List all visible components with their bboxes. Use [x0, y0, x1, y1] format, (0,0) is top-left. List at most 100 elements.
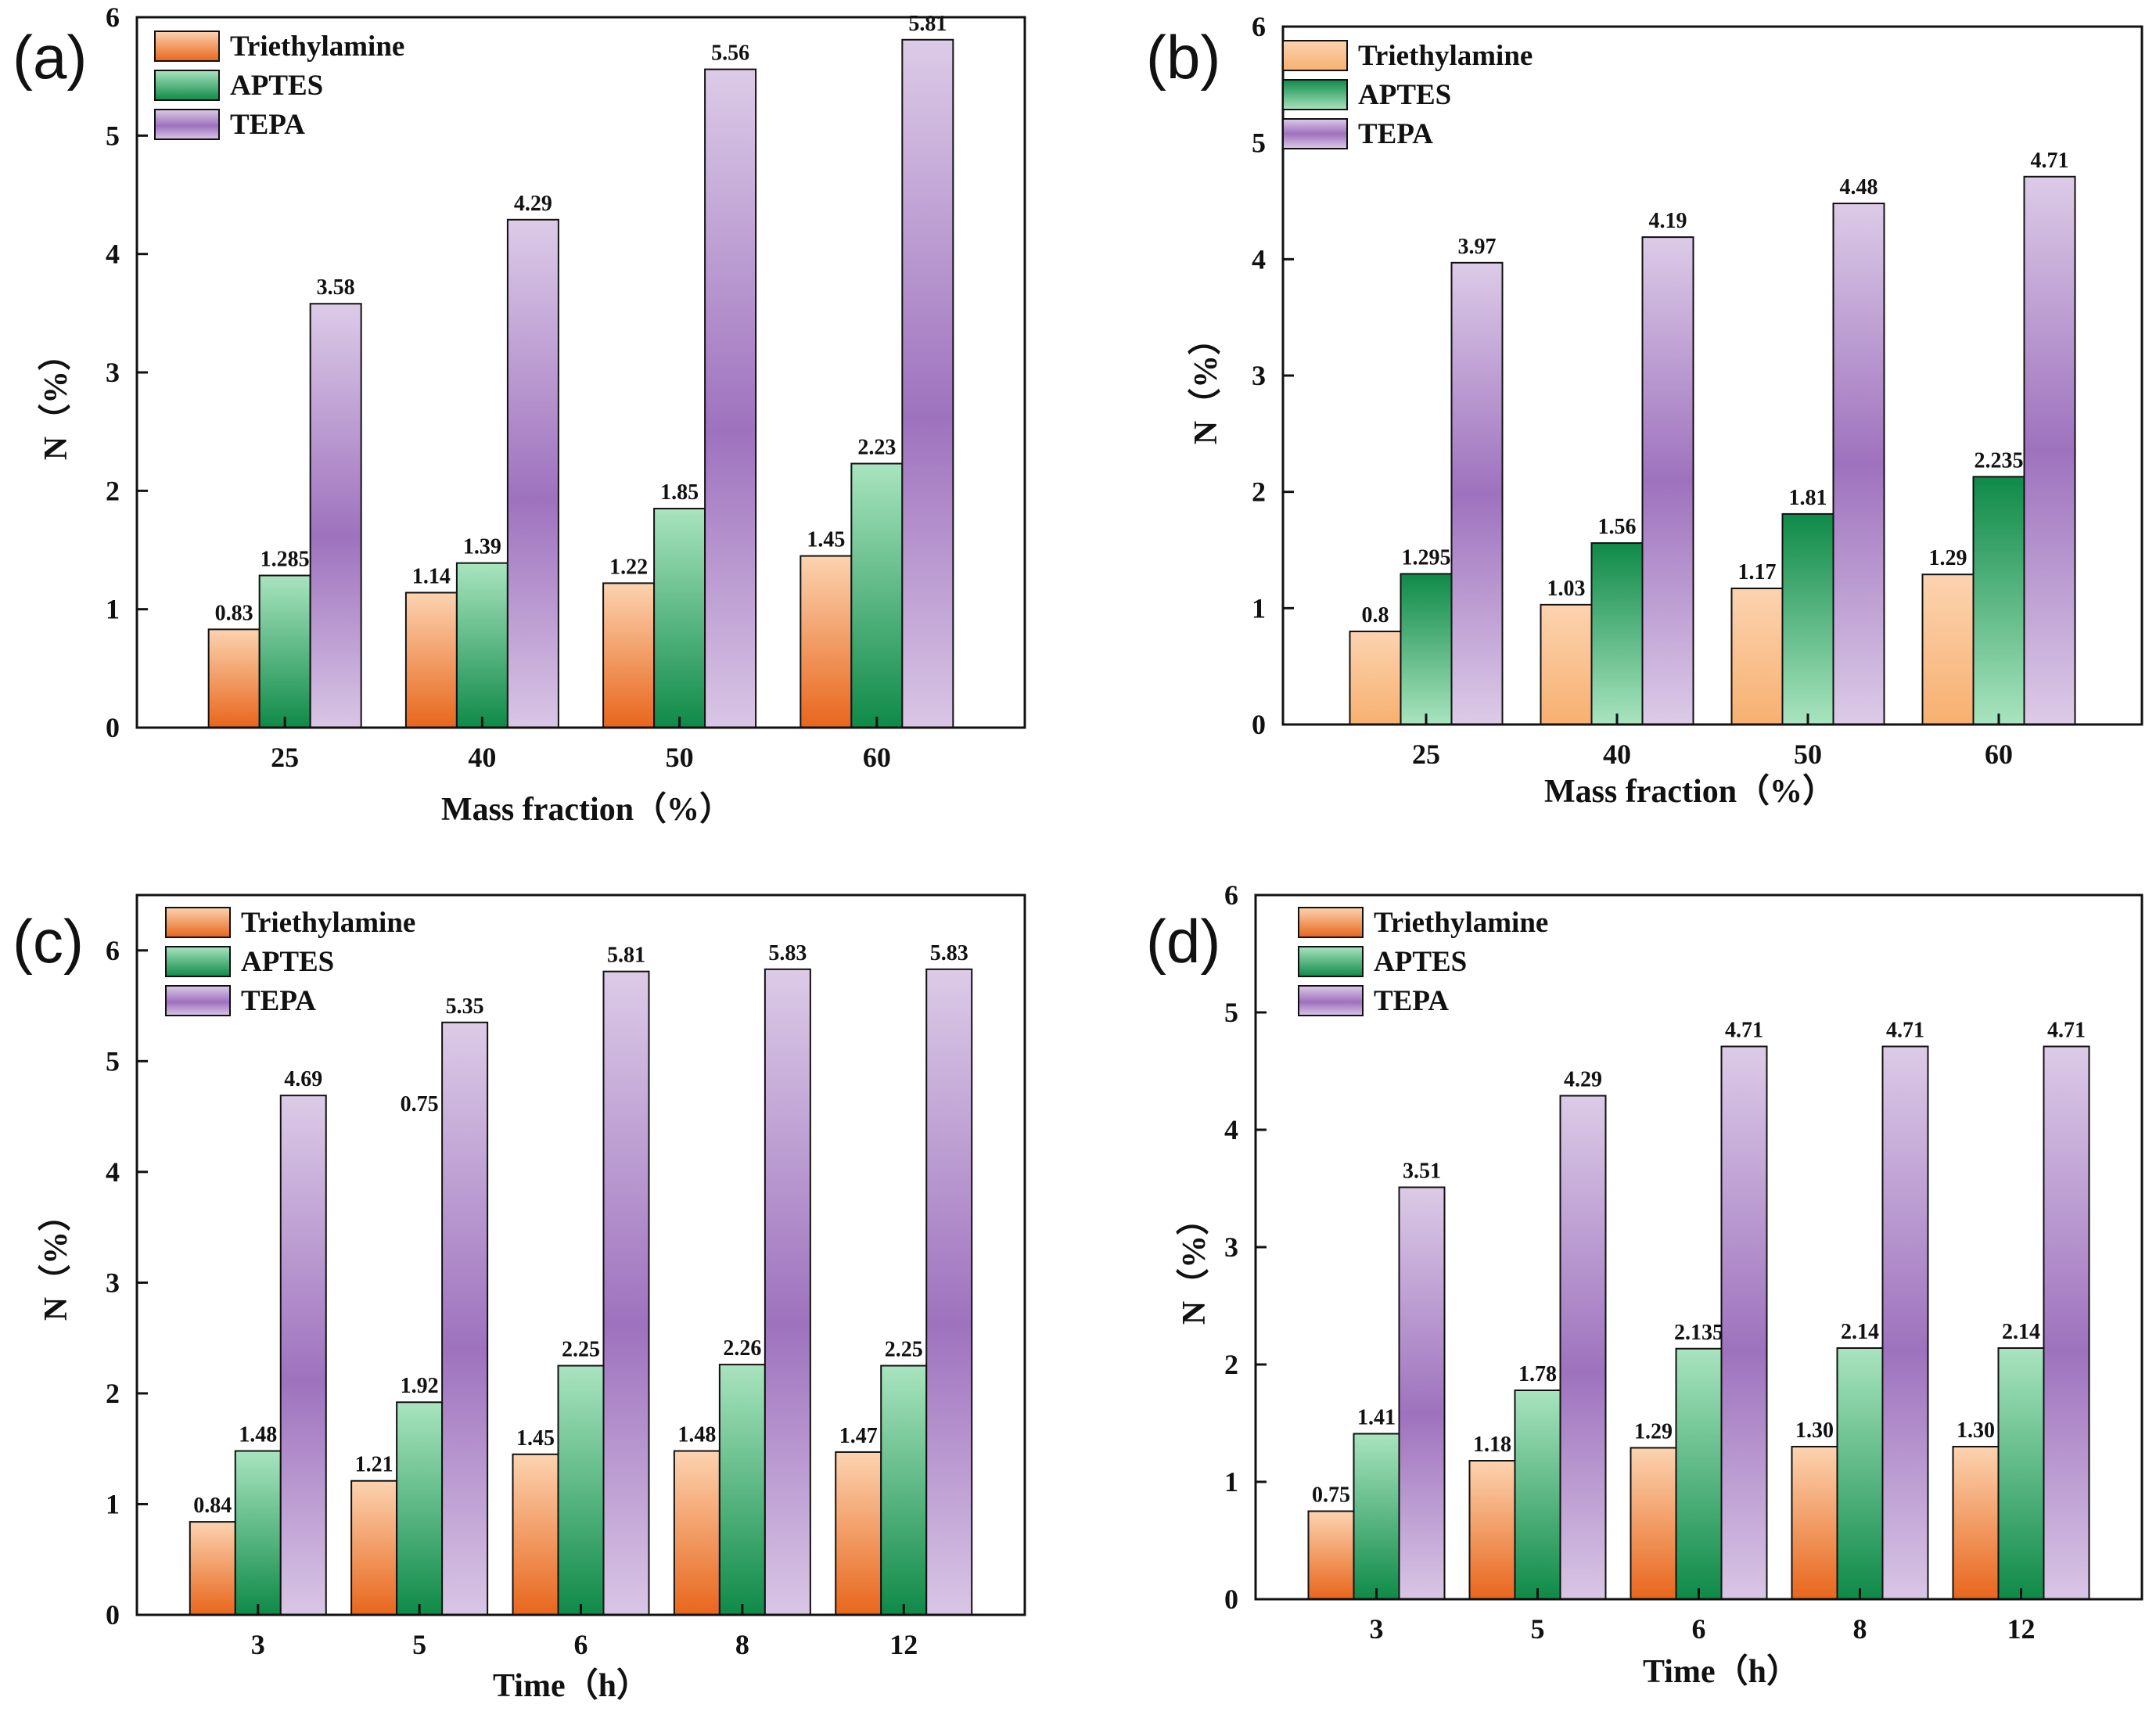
bar-c-green-12 [880, 1364, 928, 1616]
x-tick-label-d-3: 3 [1370, 1613, 1384, 1645]
y-tick-label-a-0: 0 [106, 712, 120, 743]
bar-c-green-8 [718, 1364, 766, 1616]
data-label-d-green-3: 1.41 [1357, 1406, 1396, 1430]
data-label-c-green-5: 1.92 [401, 1374, 439, 1398]
x-axis-title-b: Mass fraction（%） [1544, 773, 1835, 810]
x-axis-title-d: Time（h） [1643, 1653, 1799, 1690]
data-label-d-purple-12: 4.71 [2047, 1019, 2086, 1043]
data-label-a-orange-25: 0.83 [215, 601, 253, 625]
x-axis-title-a: Mass fraction（%） [441, 791, 732, 828]
legend-swatch-c-purple [165, 985, 231, 1016]
bar-d-orange-8 [1791, 1446, 1838, 1600]
x-tick-label-c-8: 8 [735, 1629, 749, 1660]
y-tick-label-c-2: 2 [106, 1378, 120, 1409]
data-label-d-orange-3: 0.75 [1312, 1483, 1350, 1508]
data-label-d-orange-12: 1.30 [1957, 1418, 1995, 1443]
bar-b-purple-40 [1641, 236, 1694, 725]
data-label-c-purple-6: 5.81 [607, 944, 645, 968]
bar-c-green-5 [396, 1401, 444, 1616]
y-axis-title-a: N（%） [38, 338, 74, 460]
y-tick-label-a-6: 6 [106, 2, 120, 33]
bar-b-orange-40 [1540, 603, 1593, 726]
data-label-a-orange-40: 1.14 [412, 564, 451, 588]
legend-label-b-orange: Triethylamine [1358, 40, 1533, 72]
data-label-b-green-60: 2.235 [1975, 448, 2024, 473]
data-label-c-purple-12: 5.83 [930, 941, 968, 965]
legend-c: Triethylamine APTES TEPA [165, 907, 415, 1017]
bar-d-green-12 [1997, 1347, 2045, 1600]
bar-b-orange-60 [1921, 573, 1975, 725]
y-tick-label-a-4: 4 [106, 239, 120, 270]
bar-c-purple-6 [602, 970, 650, 1616]
y-tick-label-b-3: 3 [1252, 360, 1266, 391]
legend-swatch-b-orange [1282, 40, 1348, 71]
legend-label-a-orange: Triethylamine [230, 31, 404, 63]
bar-a-green-25 [258, 574, 311, 729]
data-label-d-purple-3: 3.51 [1403, 1160, 1441, 1184]
bar-c-purple-8 [764, 968, 811, 1616]
y-tick-label-b-1: 1 [1252, 592, 1266, 624]
x-tick-label-b-60: 60 [1985, 739, 2013, 770]
legend-label-b-purple: TEPA [1358, 118, 1433, 150]
y-tick-label-b-6: 6 [1252, 11, 1266, 42]
bar-c-purple-12 [925, 968, 973, 1616]
legend-label-a-green: APTES [230, 70, 323, 102]
y-tick-label-c-4: 4 [106, 1156, 120, 1188]
data-label-c-orange-6: 1.45 [516, 1426, 555, 1451]
data-label-a-orange-60: 1.45 [807, 528, 845, 552]
bar-a-purple-40 [506, 218, 559, 728]
y-tick-label-a-3: 3 [106, 357, 120, 388]
data-label-d-orange-5: 1.18 [1473, 1433, 1511, 1457]
legend-label-d-green: APTES [1374, 946, 1467, 978]
data-label-b-green-40: 1.56 [1598, 515, 1637, 539]
legend-swatch-d-orange [1298, 907, 1364, 938]
legend-swatch-a-green [154, 70, 220, 101]
legend-label-c-orange: Triethylamine [241, 907, 415, 939]
y-axis-title-c: N（%） [38, 1199, 74, 1321]
y-tick-label-d-1: 1 [1224, 1466, 1238, 1497]
data-label-b-orange-50: 1.17 [1738, 560, 1777, 584]
x-tick-label-c-6: 6 [574, 1629, 588, 1660]
bar-b-green-60 [1972, 476, 2025, 726]
y-tick-label-a-5: 5 [106, 120, 120, 151]
legend-b: Triethylamine APTES TEPA [1282, 40, 1533, 150]
y-tick-label-a-1: 1 [106, 594, 120, 625]
legend-label-c-purple: TEPA [241, 985, 316, 1017]
data-label-a-green-50: 1.85 [660, 480, 699, 505]
bar-a-green-40 [455, 562, 508, 728]
bar-c-orange-6 [512, 1453, 559, 1616]
data-label-b-orange-40: 1.03 [1547, 577, 1586, 601]
bar-c-green-3 [234, 1450, 282, 1616]
legend-label-a-purple: TEPA [230, 109, 305, 141]
data-label-c-green-3: 1.48 [239, 1423, 277, 1447]
data-label-b-purple-60: 4.71 [2031, 149, 2069, 173]
bar-c-orange-8 [673, 1450, 720, 1616]
panel-label-b: (b) [1146, 23, 1220, 92]
bar-a-green-50 [653, 508, 706, 728]
data-label-c-purple-3: 4.69 [284, 1067, 322, 1091]
y-tick-label-c-6: 6 [106, 935, 120, 966]
bar-d-purple-6 [1720, 1045, 1768, 1600]
y-tick-label-c-1: 1 [106, 1488, 120, 1519]
data-label-c-green-12: 2.25 [885, 1338, 923, 1362]
bar-b-purple-60 [2023, 175, 2076, 725]
bar-b-green-40 [1590, 542, 1644, 726]
legend-swatch-c-green [165, 946, 231, 977]
bar-c-orange-12 [835, 1451, 882, 1616]
data-label-c-purple-5: 5.35 [446, 994, 484, 1019]
bar-b-orange-50 [1730, 588, 1784, 725]
bar-c-purple-5 [441, 1021, 489, 1616]
y-tick-label-d-5: 5 [1224, 997, 1238, 1028]
y-tick-label-c-3: 3 [106, 1267, 120, 1298]
bar-c-orange-3 [189, 1521, 236, 1616]
legend-swatch-d-purple [1298, 985, 1364, 1016]
y-tick-label-b-2: 2 [1252, 476, 1266, 508]
y-tick-label-d-4: 4 [1224, 1114, 1238, 1145]
data-label-c-orange-8: 1.48 [677, 1423, 716, 1447]
data-label-c-orange-12: 1.47 [839, 1424, 878, 1448]
x-tick-label-b-50: 50 [1794, 739, 1822, 770]
data-label-a-orange-50: 1.22 [609, 555, 648, 579]
bar-d-orange-3 [1307, 1510, 1355, 1600]
data-label-d-purple-5: 4.29 [1564, 1068, 1602, 1092]
